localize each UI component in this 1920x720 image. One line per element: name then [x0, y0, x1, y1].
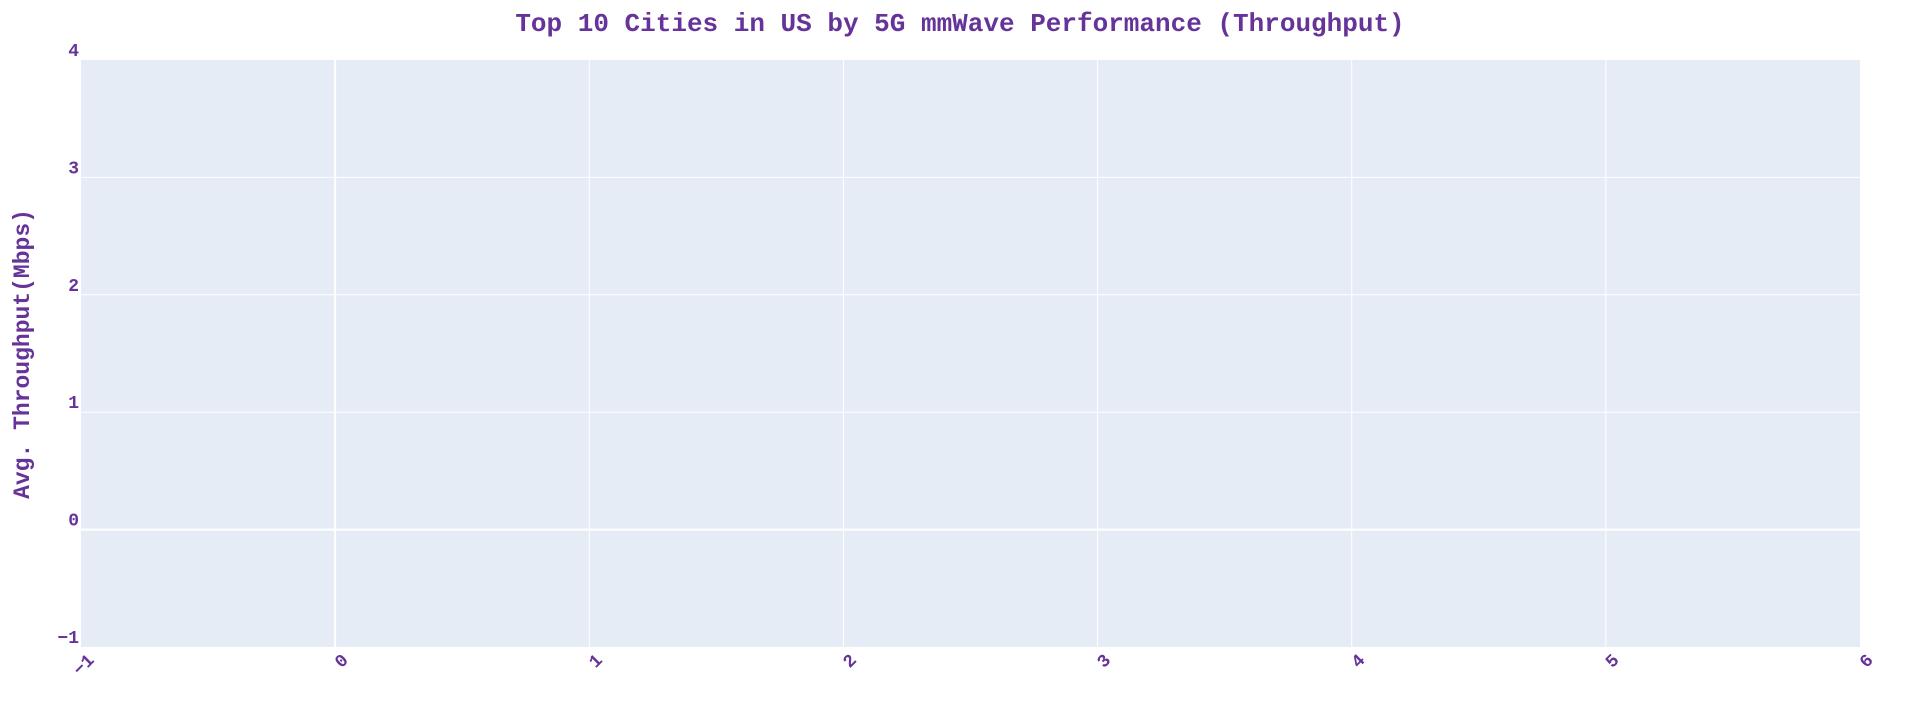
chart-title: Top 10 Cities in US by 5G mmWave Perform…	[515, 9, 1404, 39]
y-tick-label: 4	[68, 42, 79, 62]
y-tick-label: −1	[57, 629, 79, 649]
y-axis-ticks: −1 0 1 2 3 4	[57, 42, 79, 649]
y-tick-label: 3	[68, 159, 79, 179]
gridlines	[81, 60, 1860, 647]
y-axis-label: Avg. Throughput(Mbps)	[10, 209, 36, 499]
x-tick-label: −1	[70, 651, 100, 681]
x-tick-label: 1	[586, 651, 608, 673]
x-tick-label: 3	[1094, 651, 1116, 673]
plot-area	[81, 60, 1860, 647]
y-tick-label: 1	[68, 394, 79, 414]
x-tick-label: 2	[840, 651, 862, 673]
x-axis-ticks: −1 0 1 2 3 4 5 6	[70, 651, 1878, 681]
y-tick-label: 2	[68, 277, 79, 297]
x-tick-label: 6	[1856, 651, 1878, 673]
x-tick-label: 5	[1602, 651, 1624, 673]
y-tick-label: 0	[68, 512, 79, 532]
x-tick-label: 0	[332, 651, 354, 673]
x-tick-label: 4	[1348, 651, 1370, 673]
